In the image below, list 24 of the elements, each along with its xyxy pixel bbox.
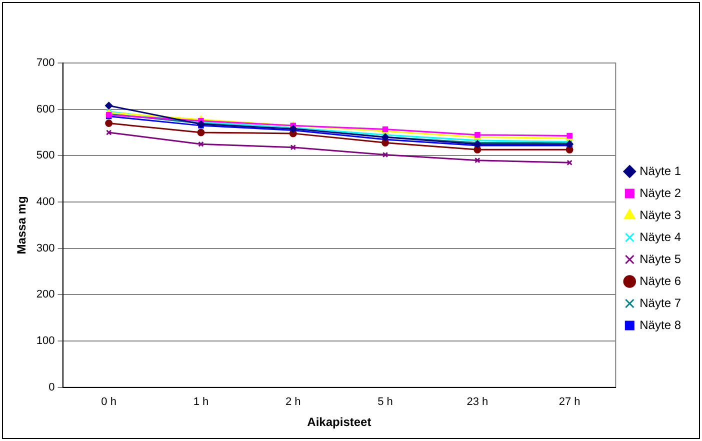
legend-label: Näyte 5: [640, 252, 682, 266]
y-tick-label: 400: [36, 196, 55, 208]
y-tick-label: 0: [48, 381, 55, 394]
y-tick-label: 500: [36, 150, 55, 162]
legend-label: Näyte 8: [640, 318, 682, 332]
x-tick-label: 0 h: [101, 396, 116, 408]
y-tick-label: 100: [36, 335, 55, 348]
y-tick-label: 700: [36, 57, 55, 70]
y-tick-label: 200: [36, 288, 55, 301]
x-tick-label: 5 h: [378, 396, 393, 408]
legend-label: Näyte 6: [640, 274, 682, 288]
legend-label: Näyte 7: [640, 296, 682, 310]
x-tick-label: 27 h: [558, 396, 580, 408]
legend-label: Näyte 2: [640, 186, 682, 200]
x-tick-label: 1 h: [193, 396, 209, 408]
x-tick-label: 2 h: [285, 396, 301, 408]
y-axis-title: Massa mg: [14, 196, 29, 254]
y-tick-label: 300: [36, 242, 55, 254]
x-tick-label: 23 h: [466, 396, 488, 408]
x-axis-title: Aikapisteet: [307, 415, 372, 430]
legend-label: Näyte 4: [640, 230, 682, 244]
legend-label: Näyte 1: [640, 164, 682, 178]
legend-label: Näyte 3: [640, 208, 682, 222]
y-tick-label: 600: [36, 103, 55, 116]
